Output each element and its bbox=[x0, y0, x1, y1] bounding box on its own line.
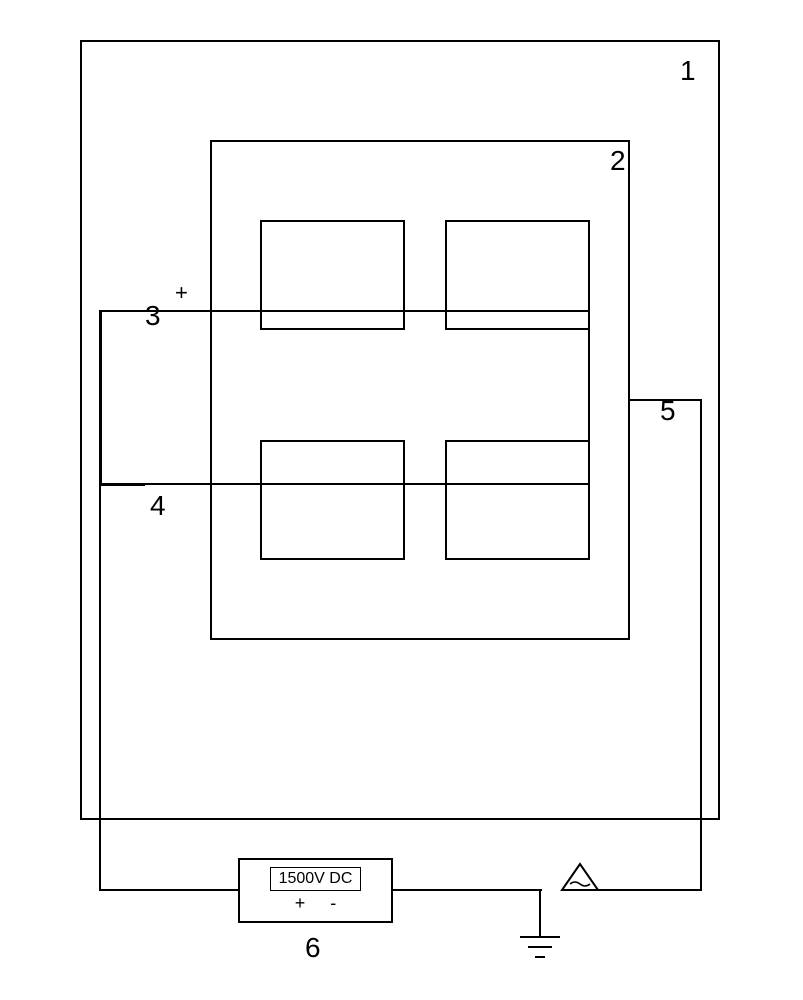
wire-neg-stub bbox=[100, 484, 145, 486]
voltage-polarity: + - bbox=[295, 893, 337, 914]
label-4: 4 bbox=[150, 490, 166, 522]
label-5: 5 bbox=[660, 395, 676, 427]
voltage-source: 1500V DC + - bbox=[238, 858, 393, 923]
label-2: 2 bbox=[610, 145, 626, 177]
minus-sign: - bbox=[180, 470, 187, 496]
wire-5-v bbox=[700, 399, 702, 891]
wire-ground-h bbox=[393, 889, 542, 891]
schematic-diagram: 1 2 3 4 + - 5 1500V DC + - 6 bbox=[0, 0, 803, 1000]
triangle-icon bbox=[560, 862, 600, 894]
busbar-box bbox=[100, 310, 590, 485]
voltage-minus: - bbox=[330, 893, 336, 913]
wire-pos-h bbox=[99, 889, 240, 891]
wire-pos-v bbox=[99, 310, 101, 891]
ground-icon bbox=[518, 935, 562, 965]
label-6: 6 bbox=[305, 932, 321, 964]
plus-sign: + bbox=[175, 280, 188, 306]
voltage-text: 1500V DC bbox=[270, 867, 362, 891]
voltage-plus: + bbox=[295, 893, 306, 913]
label-1: 1 bbox=[680, 55, 696, 87]
label-3: 3 bbox=[145, 300, 161, 332]
wire-ground-v bbox=[539, 889, 541, 937]
